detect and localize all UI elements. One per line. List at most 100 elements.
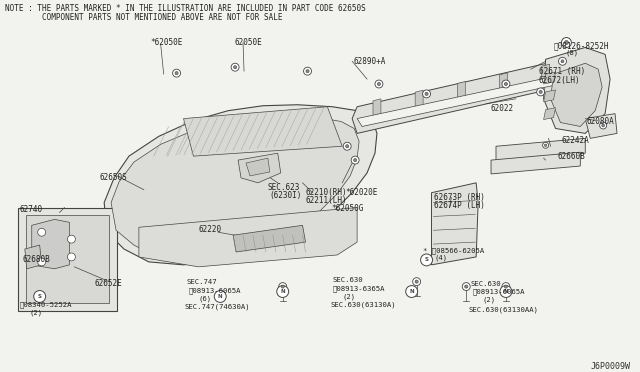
Text: SEC.623: SEC.623 bbox=[268, 183, 300, 192]
Polygon shape bbox=[550, 63, 602, 126]
Text: SEC.747(74630A): SEC.747(74630A) bbox=[184, 304, 250, 310]
Polygon shape bbox=[543, 90, 556, 102]
Polygon shape bbox=[431, 183, 478, 265]
Text: 62890+A: 62890+A bbox=[353, 57, 385, 66]
Text: S: S bbox=[38, 294, 42, 299]
Text: 62680B: 62680B bbox=[23, 255, 51, 264]
Circle shape bbox=[602, 124, 605, 127]
Text: NOTE : THE PARTS MARKED * IN THE ILLUSTRATION ARE INCLUDED IN PART CODE 62650S: NOTE : THE PARTS MARKED * IN THE ILLUSTR… bbox=[5, 4, 365, 13]
Text: (2): (2) bbox=[342, 294, 355, 300]
Polygon shape bbox=[373, 99, 381, 121]
Polygon shape bbox=[415, 90, 423, 112]
Circle shape bbox=[306, 70, 309, 73]
Text: 08913-6065A: 08913-6065A bbox=[188, 288, 241, 294]
Circle shape bbox=[425, 92, 428, 96]
Text: 62050E: 62050E bbox=[234, 38, 262, 46]
Circle shape bbox=[276, 286, 289, 298]
Circle shape bbox=[67, 253, 76, 261]
Text: SEC.630: SEC.630 bbox=[470, 280, 501, 287]
Text: * 08566-6205A: * 08566-6205A bbox=[422, 247, 484, 254]
Circle shape bbox=[353, 158, 356, 162]
Text: 62671 (RH): 62671 (RH) bbox=[539, 67, 585, 76]
Text: S: S bbox=[424, 257, 429, 262]
Circle shape bbox=[279, 283, 287, 291]
Circle shape bbox=[500, 286, 512, 298]
Text: 08913-6065A: 08913-6065A bbox=[472, 289, 525, 295]
Text: *62050G: *62050G bbox=[332, 203, 364, 212]
Circle shape bbox=[422, 90, 431, 98]
Circle shape bbox=[420, 254, 433, 266]
Circle shape bbox=[375, 80, 383, 88]
Circle shape bbox=[545, 144, 547, 147]
Circle shape bbox=[406, 286, 418, 298]
Polygon shape bbox=[357, 77, 556, 126]
Polygon shape bbox=[233, 225, 305, 252]
Circle shape bbox=[231, 63, 239, 71]
Circle shape bbox=[378, 83, 381, 86]
Text: COMPONENT PARTS NOT MENTIONED ABOVE ARE NOT FOR SALE: COMPONENT PARTS NOT MENTIONED ABOVE ARE … bbox=[5, 13, 282, 22]
Text: 62740: 62740 bbox=[20, 205, 43, 214]
Text: 62242A: 62242A bbox=[561, 137, 589, 145]
Text: N: N bbox=[280, 289, 285, 294]
Circle shape bbox=[34, 291, 45, 302]
Polygon shape bbox=[585, 113, 617, 138]
Text: 08340-5252A: 08340-5252A bbox=[20, 301, 72, 308]
Text: *62020E: *62020E bbox=[345, 188, 378, 197]
Text: N: N bbox=[218, 294, 223, 299]
Circle shape bbox=[214, 291, 226, 302]
Circle shape bbox=[38, 258, 45, 266]
Text: (6230I): (6230I) bbox=[270, 191, 302, 200]
Circle shape bbox=[564, 41, 568, 45]
Text: (2): (2) bbox=[482, 296, 495, 303]
Circle shape bbox=[543, 142, 548, 148]
Polygon shape bbox=[25, 245, 42, 269]
Circle shape bbox=[38, 228, 45, 236]
Circle shape bbox=[504, 83, 508, 86]
Circle shape bbox=[303, 67, 312, 75]
Circle shape bbox=[561, 60, 564, 63]
Text: SEC.747: SEC.747 bbox=[186, 279, 217, 285]
Polygon shape bbox=[458, 81, 465, 103]
Circle shape bbox=[559, 57, 566, 65]
Circle shape bbox=[67, 235, 76, 243]
Circle shape bbox=[351, 156, 359, 164]
Text: 62674P (LH): 62674P (LH) bbox=[433, 201, 484, 209]
Polygon shape bbox=[499, 73, 508, 94]
Text: (2): (2) bbox=[29, 309, 43, 316]
Polygon shape bbox=[139, 208, 357, 267]
Polygon shape bbox=[541, 64, 550, 86]
Text: N: N bbox=[504, 289, 508, 294]
Circle shape bbox=[462, 283, 470, 291]
Polygon shape bbox=[543, 108, 556, 119]
Polygon shape bbox=[543, 48, 610, 134]
Circle shape bbox=[343, 142, 351, 150]
Circle shape bbox=[413, 278, 420, 286]
Text: 62660B: 62660B bbox=[557, 152, 585, 161]
Text: 62672(LH): 62672(LH) bbox=[539, 76, 580, 85]
Circle shape bbox=[600, 122, 607, 129]
Circle shape bbox=[234, 65, 237, 69]
Polygon shape bbox=[352, 61, 565, 134]
FancyBboxPatch shape bbox=[26, 215, 109, 304]
Polygon shape bbox=[496, 138, 585, 161]
Polygon shape bbox=[111, 116, 359, 260]
Circle shape bbox=[175, 71, 178, 75]
Text: 08126-8252H: 08126-8252H bbox=[554, 42, 609, 51]
Text: N: N bbox=[410, 289, 414, 294]
Text: 62652E: 62652E bbox=[94, 279, 122, 288]
Text: 08913-6365A: 08913-6365A bbox=[332, 286, 385, 292]
FancyBboxPatch shape bbox=[18, 208, 117, 311]
Polygon shape bbox=[543, 72, 556, 84]
Text: (4): (4) bbox=[435, 255, 447, 262]
Circle shape bbox=[537, 88, 545, 96]
Circle shape bbox=[502, 283, 510, 291]
Text: J6P0009W: J6P0009W bbox=[590, 362, 630, 371]
Circle shape bbox=[539, 90, 542, 93]
Circle shape bbox=[281, 285, 284, 288]
Text: 62673P (RH): 62673P (RH) bbox=[433, 193, 484, 202]
Circle shape bbox=[173, 69, 180, 77]
Polygon shape bbox=[238, 153, 281, 183]
Text: SEC.630(63130A): SEC.630(63130A) bbox=[330, 301, 396, 308]
Circle shape bbox=[346, 145, 349, 148]
Text: SEC.630(63130AA): SEC.630(63130AA) bbox=[468, 307, 538, 313]
